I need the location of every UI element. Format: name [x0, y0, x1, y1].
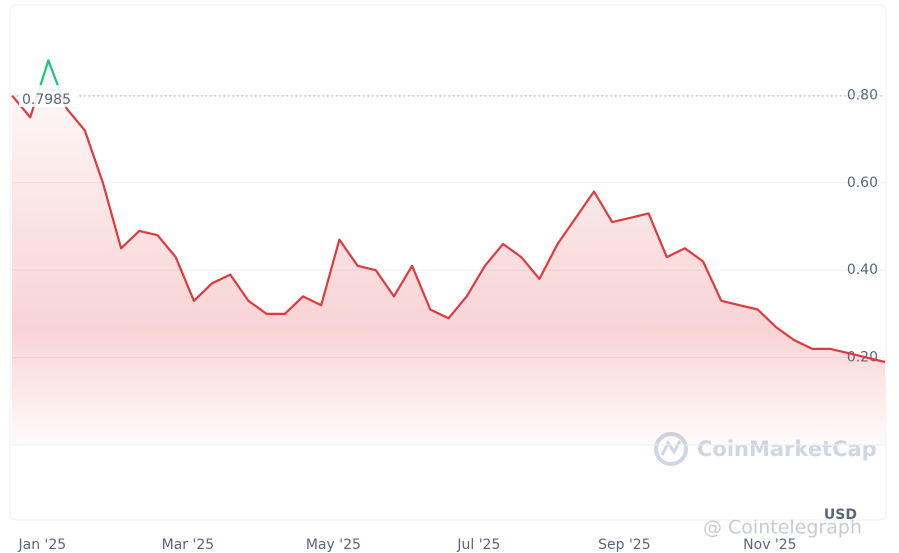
y-tick-label: 0.40 — [847, 262, 878, 278]
x-tick-label: Jan '25 — [18, 537, 67, 553]
y-tick-label: 0.80 — [847, 87, 878, 103]
x-tick-label: May '25 — [306, 537, 361, 553]
area — [12, 60, 885, 446]
price-line — [11, 96, 886, 364]
x-tick-label: Sep '25 — [598, 537, 651, 553]
start-price-label-bg — [19, 85, 79, 108]
x-tick-label: Mar '25 — [162, 537, 215, 553]
currency-label: USD — [824, 507, 857, 523]
watermark: @ Cointelegraph — [703, 517, 862, 539]
chart-frame — [9, 4, 887, 521]
x-tick-label: Nov '25 — [743, 537, 796, 553]
x-tick-label: Jul '25 — [456, 537, 500, 553]
y-tick-label: 0.60 — [847, 175, 878, 191]
start-price-label: 0.7985 — [22, 92, 71, 108]
